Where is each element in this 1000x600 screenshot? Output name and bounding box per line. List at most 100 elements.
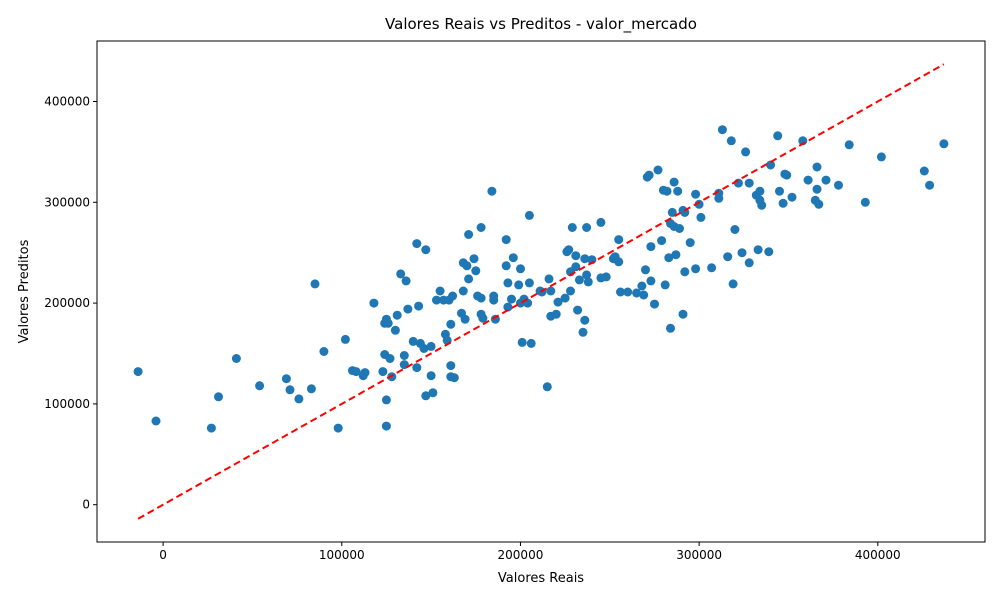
data-point (351, 367, 361, 377)
y-axis-title: Valores Preditos (17, 239, 32, 343)
data-point (753, 245, 763, 255)
data-point (285, 385, 295, 395)
data-point (919, 166, 929, 176)
identity-reference-line (137, 63, 945, 520)
y-tick-label: 400000 (44, 94, 90, 108)
data-point (369, 298, 379, 308)
data-point (744, 258, 754, 268)
data-point (814, 199, 824, 209)
data-point (399, 351, 409, 360)
data-point (616, 287, 625, 297)
data-point (426, 371, 436, 381)
data-point (469, 254, 479, 264)
data-point (489, 291, 499, 301)
data-point (401, 276, 411, 286)
data-point (571, 251, 581, 261)
data-point (860, 197, 870, 207)
data-point (614, 235, 624, 245)
data-point (667, 207, 677, 217)
x-tick-label: 100000 (319, 548, 365, 562)
data-point (596, 217, 606, 227)
data-point (673, 186, 683, 196)
data-point (421, 391, 431, 401)
data-point (255, 381, 265, 391)
data-point (834, 180, 843, 190)
data-point (432, 295, 441, 305)
data-point (646, 276, 656, 286)
y-tick-label: 300000 (44, 195, 90, 209)
data-point (514, 280, 524, 290)
data-point (449, 373, 459, 383)
data-point (403, 304, 413, 314)
data-point (542, 382, 552, 392)
data-point (516, 264, 525, 274)
chart-title: Valores Reais vs Preditos - valor_mercad… (385, 15, 697, 34)
data-point (582, 223, 592, 232)
data-point (583, 277, 593, 287)
data-point (696, 212, 706, 222)
data-point (396, 269, 406, 279)
data-point (446, 319, 456, 329)
data-point (151, 416, 161, 426)
data-point (614, 257, 624, 267)
data-point (733, 178, 743, 188)
data-point (639, 290, 649, 300)
data-point (660, 280, 670, 290)
y-tick-label: 200000 (44, 296, 90, 310)
data-point (378, 367, 388, 377)
data-point (671, 250, 681, 260)
data-point (478, 313, 488, 323)
points-layer (133, 125, 949, 433)
data-point (675, 224, 684, 233)
y-tick-label: 0 (82, 498, 90, 512)
data-point (340, 334, 350, 344)
data-point (471, 266, 481, 276)
data-point (723, 252, 733, 262)
data-point (574, 275, 584, 285)
data-point (580, 315, 590, 325)
data-point (564, 245, 574, 255)
data-point (448, 291, 458, 301)
data-point (571, 262, 581, 272)
data-point (782, 170, 792, 180)
data-point (812, 162, 822, 172)
data-point (641, 265, 650, 275)
data-point (544, 274, 554, 284)
data-point (560, 293, 570, 303)
data-point (644, 170, 654, 180)
data-point (691, 189, 701, 199)
data-point (214, 392, 223, 402)
data-point (726, 136, 736, 146)
data-point (524, 210, 534, 220)
data-point (755, 186, 765, 196)
data-point (231, 354, 241, 363)
data-point (669, 177, 679, 187)
data-point (414, 301, 424, 311)
data-point (390, 325, 400, 335)
data-point (766, 160, 776, 170)
data-point (333, 423, 343, 433)
data-point (623, 287, 633, 297)
data-point (632, 288, 642, 298)
y-tick-label: 100000 (44, 397, 90, 411)
data-point (553, 297, 563, 307)
data-point (206, 423, 216, 433)
data-point (501, 235, 511, 245)
data-point (381, 421, 391, 431)
data-point (476, 223, 486, 232)
data-point (419, 344, 429, 353)
data-point (787, 192, 797, 202)
data-point (546, 286, 556, 296)
data-point (306, 384, 316, 394)
data-point (580, 254, 590, 264)
data-point (462, 261, 472, 271)
data-point (775, 186, 784, 196)
data-point (680, 267, 690, 277)
data-point (567, 223, 577, 232)
identity-line-layer (137, 63, 945, 520)
data-point (501, 261, 511, 271)
data-point (310, 279, 320, 289)
x-tick-label: 400000 (855, 548, 901, 562)
data-point (526, 338, 536, 348)
